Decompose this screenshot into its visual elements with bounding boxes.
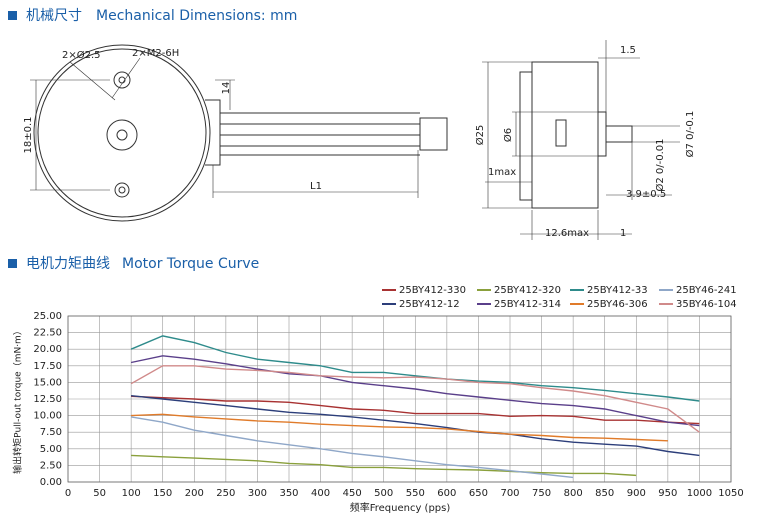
dimension-label: L1: [310, 181, 322, 192]
x-tick-label: 450: [343, 488, 362, 499]
legend-label: 25BY412-12: [399, 299, 460, 310]
y-tick-label: 12.50: [33, 394, 62, 405]
series-line: [130, 335, 700, 402]
dimension-label: 1max: [488, 167, 516, 178]
section-title: 电机力矩曲线: [26, 256, 110, 272]
x-tick-label: 100: [122, 488, 141, 499]
section-title: Mechanical Dimensions: mm: [96, 8, 297, 24]
x-tick-label: 550: [406, 488, 425, 499]
dimension-label: Ø25: [474, 125, 486, 146]
section-icon: [8, 11, 17, 20]
side-view: [482, 40, 680, 240]
series-line: [130, 355, 700, 427]
series-line: [130, 416, 574, 479]
y-tick-label: 2.50: [40, 460, 62, 471]
x-axis-title: 频率Frequency (pps): [350, 501, 451, 514]
x-tick-label: 350: [279, 488, 298, 499]
legend-label: 25BY412-314: [494, 299, 561, 310]
dimension-label: 2×Ø2.5: [62, 49, 101, 61]
plot-frame: [67, 315, 732, 483]
dimension-label: 14: [221, 82, 232, 95]
x-tick-label: 950: [658, 488, 677, 499]
dimension-label: 12.6max: [545, 228, 589, 239]
y-tick-label: 15.00: [33, 377, 62, 388]
dimension-label: 3.9±0.5: [626, 189, 666, 200]
x-tick-label: 650: [469, 488, 488, 499]
x-tick-label: 250: [216, 488, 235, 499]
x-tick-label: 0: [65, 488, 71, 499]
dimension-label: Ø7 0/-0.1: [684, 111, 696, 158]
x-tick-label: 150: [153, 488, 172, 499]
dimension-label: 1: [620, 228, 626, 239]
section-icon: [8, 259, 17, 268]
dimension-label: 2×M2-6H: [132, 48, 179, 59]
x-tick-label: 300: [248, 488, 267, 499]
x-tick-label: 50: [93, 488, 106, 499]
x-tick-label: 600: [437, 488, 456, 499]
legend-label: 25BY412-33: [587, 285, 648, 296]
x-tick-label: 700: [500, 488, 519, 499]
y-tick-label: 25.00: [33, 311, 62, 322]
dimension-label: Ø2 0/-0.01: [654, 138, 666, 191]
legend-label: 25BY412-330: [399, 285, 466, 296]
section-title: 机械尺寸: [26, 8, 82, 24]
x-tick-label: 1000: [687, 488, 712, 499]
series-line: [131, 395, 700, 457]
series-line: [131, 395, 700, 425]
x-tick-label: 900: [627, 488, 646, 499]
series-line: [131, 454, 637, 477]
x-tick-label: 1050: [718, 488, 743, 499]
legend-label: 35BY46-104: [676, 299, 737, 310]
y-tick-label: 0.00: [40, 477, 62, 488]
legend-label: 25BY412-320: [494, 285, 561, 296]
x-tick-label: 500: [374, 488, 393, 499]
x-tick-label: 850: [595, 488, 614, 499]
legend-label: 25BY46-241: [676, 285, 737, 296]
series-line: [130, 365, 700, 433]
front-view: [30, 44, 448, 222]
y-axis-title: 输出转矩Pull-out torque（mN·m）: [12, 326, 24, 474]
legend-label: 25BY46-306: [587, 299, 648, 310]
section-title: Motor Torque Curve: [122, 256, 259, 272]
x-tick-label: 750: [532, 488, 551, 499]
y-tick-label: 7.50: [40, 427, 62, 438]
y-tick-label: 22.50: [33, 328, 62, 339]
x-tick-label: 800: [564, 488, 583, 499]
y-tick-label: 10.00: [33, 411, 62, 422]
dimension-label: 1.5: [620, 45, 636, 56]
x-tick-label: 400: [311, 488, 330, 499]
dimension-label: Ø6: [502, 128, 514, 142]
series-line: [131, 413, 668, 442]
y-tick-label: 5.00: [40, 444, 62, 455]
dimension-label: 18±0.1: [23, 116, 34, 153]
y-tick-label: 17.50: [33, 361, 62, 372]
y-tick-label: 20.00: [33, 344, 62, 355]
x-tick-label: 200: [185, 488, 204, 499]
